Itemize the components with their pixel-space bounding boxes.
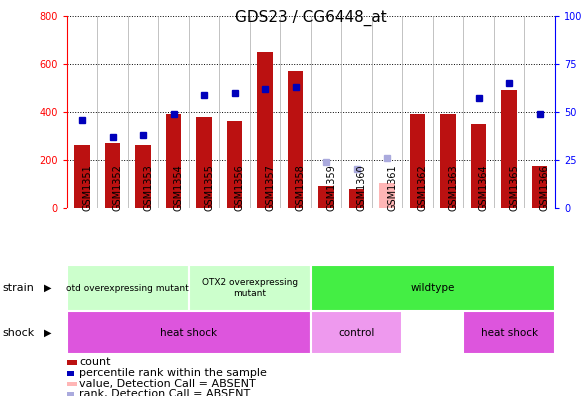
Bar [440,114,456,208]
Text: wildtype: wildtype [411,283,455,293]
Bar [464,311,555,354]
Text: GSM1351: GSM1351 [82,164,92,211]
Text: strain: strain [3,283,35,293]
Bar [105,143,120,208]
Bar [311,265,555,311]
Text: GSM1359: GSM1359 [326,164,336,211]
Text: otd overexpressing mutant: otd overexpressing mutant [66,284,189,293]
Bar [67,311,311,354]
Bar [196,117,211,208]
Text: heat shock: heat shock [480,327,537,338]
Bar [67,265,189,311]
Bar [471,124,486,208]
Text: value, Detection Call = ABSENT: value, Detection Call = ABSENT [80,379,256,389]
Text: GSM1358: GSM1358 [296,164,306,211]
Text: GSM1363: GSM1363 [448,164,458,211]
Text: ▶: ▶ [44,283,51,293]
Bar [227,122,242,208]
Text: GSM1356: GSM1356 [235,164,245,211]
Text: heat shock: heat shock [160,327,217,338]
Bar [532,166,547,208]
Text: GSM1362: GSM1362 [418,164,428,211]
Text: GSM1366: GSM1366 [540,164,550,211]
Text: GSM1353: GSM1353 [143,164,153,211]
Bar [135,145,150,208]
Text: GSM1357: GSM1357 [265,164,275,211]
Text: GDS23 / CG6448_at: GDS23 / CG6448_at [235,10,387,26]
Text: GSM1365: GSM1365 [509,164,519,211]
Text: percentile rank within the sample: percentile rank within the sample [80,368,267,379]
Bar [257,52,272,208]
Bar [189,265,311,311]
Text: rank, Detection Call = ABSENT: rank, Detection Call = ABSENT [80,389,250,396]
Text: GSM1361: GSM1361 [387,164,397,211]
Bar [501,90,517,208]
Text: GSM1360: GSM1360 [357,164,367,211]
Bar [311,311,403,354]
Text: GSM1355: GSM1355 [204,164,214,211]
Text: shock: shock [3,327,35,338]
Bar [379,183,394,208]
Bar [166,114,181,208]
Text: OTX2 overexpressing
mutant: OTX2 overexpressing mutant [202,278,298,298]
Text: GSM1364: GSM1364 [479,164,489,211]
Bar [318,186,333,208]
Bar [288,71,303,208]
Text: count: count [80,357,111,367]
Bar [410,114,425,208]
Text: control: control [338,327,375,338]
Text: ▶: ▶ [44,327,51,338]
Bar [74,145,89,208]
Bar [349,188,364,208]
Text: GSM1352: GSM1352 [113,164,123,211]
Text: GSM1354: GSM1354 [174,164,184,211]
